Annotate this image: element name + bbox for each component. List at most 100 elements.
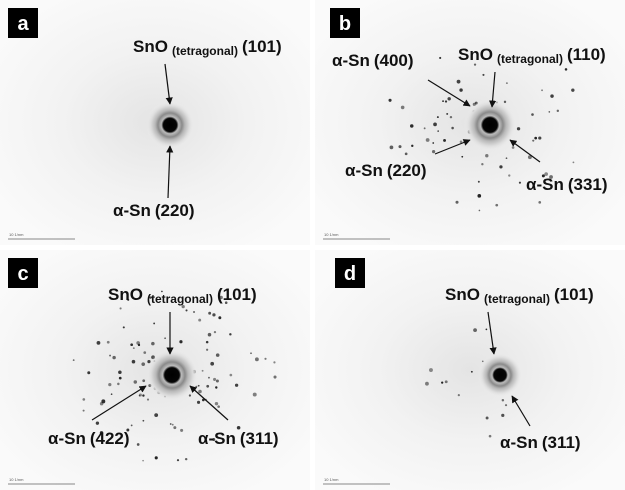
miller-index: (311) [542,433,581,452]
diffraction-spot [214,331,216,333]
scale-bar-label: 10 1/nm [9,477,24,482]
diffraction-spot [273,361,275,363]
panel: 10 1/nmbα-Sn(400)SnO(tetragonal)(110)α-S… [315,0,625,245]
diffraction-spot [131,425,133,427]
diffraction-spot [424,127,426,129]
diffraction-spot [179,340,182,343]
diffraction-spot [133,347,135,349]
diffraction-spot [111,393,113,395]
diffraction-spot [437,130,439,132]
diffraction-spot [471,371,473,373]
scale-bar-label: 10 1/nm [324,232,339,237]
miller-index: (311) [240,429,279,448]
diffraction-spot [388,99,391,102]
diffraction-spot [173,426,176,429]
diffraction-spot [164,337,166,339]
diffraction-spot [447,97,450,100]
miller-index: (400) [374,51,414,70]
diffraction-spot [217,405,220,408]
diffraction-spot [506,82,508,84]
diffraction-spot [172,424,174,426]
diffraction-spot [455,201,458,204]
diffraction-spot [177,459,179,461]
diffraction-spot [197,401,200,404]
diffraction-spot [83,410,85,412]
diffraction-spot [130,343,133,346]
diffraction-spot [96,422,99,425]
diffraction-spot [506,157,508,159]
diffraction-ring [146,101,194,149]
diffraction-spot [213,378,216,381]
diffraction-spot [548,111,550,113]
miller-index: (101) [242,37,282,56]
diffraction-spot [401,106,405,110]
diffraction-spot [112,356,115,359]
diffraction-spot [143,351,146,354]
diffraction-spot [442,100,444,102]
diffraction-spot [445,380,448,383]
phase-name: SnO [133,37,168,56]
diffraction-spot [229,333,231,335]
diffraction-spot [477,194,481,198]
diffraction-spot [458,394,460,396]
diffraction-spot [142,420,144,422]
panel: 10 1/nmcSnO(tetragonal)(101)α-Sn(422)α-S… [0,250,310,490]
diffraction-spot [73,359,75,361]
diffraction-spot [534,137,537,140]
diffraction-ring [464,99,516,151]
diffraction-spot [198,385,200,387]
diffraction-spot [486,417,489,420]
diffraction-spot [571,88,574,91]
diffraction-spot [216,353,220,357]
diffraction-spot [142,379,145,382]
miller-index: (101) [554,285,594,304]
diffraction-spot [461,156,463,158]
diffraction-spot [235,384,238,387]
phase-name: α-Sn [332,51,370,70]
diffraction-ring [478,353,522,397]
diffraction-spot [87,371,90,374]
diffraction-spot [185,309,187,311]
diffraction-spot [532,140,534,142]
diffraction-spot [208,333,212,337]
diffraction-spot [170,423,172,425]
diffraction-spot [443,139,446,142]
miller-index: (422) [90,429,130,448]
diffraction-spot [193,311,195,313]
diffraction-spot [445,100,447,102]
scale-bar-label: 10 1/nm [9,232,24,237]
diffraction-spot [97,341,101,345]
diffraction-spot [512,146,515,149]
diffraction-spot [132,360,136,364]
phase-name: α-Sn [526,175,564,194]
diffraction-spot [390,146,394,150]
diffraction-spot [139,394,142,397]
diffraction-spot [154,413,158,417]
diffraction-spot [495,204,498,207]
diffraction-spot [433,122,437,126]
diffraction-spot [137,443,140,446]
diffraction-spot [198,319,201,322]
diffraction-spot [151,342,155,346]
phase-subscript: (tetragonal) [172,44,238,58]
diffraction-spot [481,163,483,165]
phase-subscript: (tetragonal) [147,292,213,306]
miller-index: (220) [387,161,427,180]
diffraction-spot [489,435,492,438]
diffraction-spot [432,142,434,144]
diffraction-spot [485,154,488,157]
diffraction-spot [264,358,266,360]
diffraction-spot [255,357,259,361]
panel-letter: d [344,263,356,285]
phase-name: α-Sn [48,429,86,448]
diffraction-spot [273,376,276,379]
diffraction-spot [519,182,521,184]
panel-letter: c [17,263,28,285]
diffraction-spot [119,377,122,380]
diffraction-spot [410,124,413,127]
diffraction-spot [107,341,110,344]
diffraction-spot [212,313,215,316]
diffraction-spot [215,386,217,388]
diffraction-spot [538,201,541,204]
